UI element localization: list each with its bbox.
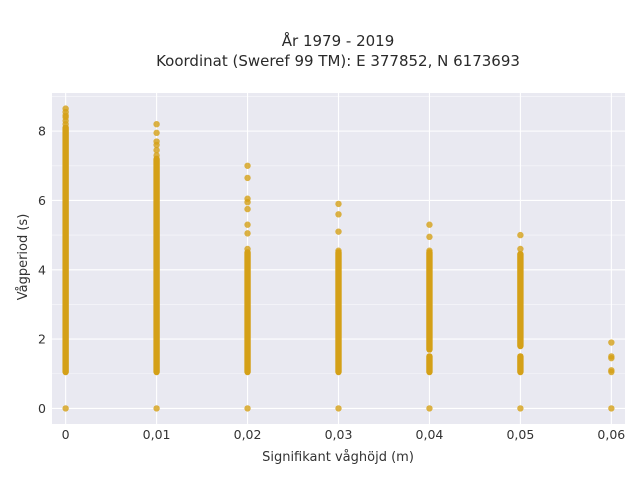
- data-point: [426, 405, 433, 412]
- x-tick-label: 0,05: [506, 427, 534, 442]
- chart-title: År 1979 - 2019: [282, 31, 395, 50]
- data-point: [244, 162, 251, 169]
- x-tick-label: 0,04: [416, 427, 444, 442]
- data-point: [335, 228, 342, 235]
- data-point: [608, 405, 615, 412]
- data-point: [62, 105, 69, 112]
- data-point: [517, 231, 524, 239]
- dense-point-band: [426, 353, 433, 376]
- data-point: [62, 405, 69, 412]
- dense-point-band: [244, 249, 251, 376]
- plot-area: 0 2 4 6 8 0 0,01 0,02 0,03 0,04 0,05 0,06: [38, 93, 625, 442]
- y-tick-label: 6: [38, 193, 46, 208]
- x-tick-label: 0,03: [325, 427, 353, 442]
- dense-point-band: [517, 250, 524, 350]
- data-point: [517, 245, 524, 253]
- data-point: [244, 230, 251, 237]
- data-point: [244, 405, 251, 412]
- y-tick-label: 2: [38, 332, 46, 347]
- data-point: [153, 120, 160, 128]
- data-point: [335, 211, 342, 218]
- scatter-column: [244, 162, 251, 412]
- y-tick-label: 8: [38, 124, 46, 139]
- x-axis-title: Signifikant våghöjd (m): [262, 450, 414, 465]
- y-axis-title: Vågperiod (s): [16, 214, 31, 301]
- data-point: [153, 152, 160, 159]
- y-tick-label: 4: [38, 262, 46, 277]
- data-point: [608, 339, 615, 346]
- data-point: [244, 205, 251, 213]
- y-tick-label: 0: [38, 401, 46, 416]
- data-point: [153, 405, 160, 412]
- x-tick-label: 0,02: [234, 427, 262, 442]
- scatter-column: [608, 339, 615, 412]
- data-point: [335, 405, 342, 412]
- data-point: [153, 146, 160, 154]
- x-tick-label: 0,01: [143, 427, 171, 442]
- data-point: [244, 221, 251, 228]
- data-point: [153, 129, 160, 137]
- data-point: [608, 367, 615, 374]
- scatter-column: [426, 221, 433, 412]
- data-point: [244, 245, 251, 253]
- dense-point-band: [335, 249, 342, 376]
- dense-point-band: [426, 249, 433, 353]
- data-point: [426, 221, 433, 228]
- dense-point-band: [153, 155, 160, 376]
- scatter-column: [517, 231, 524, 412]
- dense-point-band: [62, 124, 69, 376]
- x-tick-label: 0: [62, 427, 70, 442]
- data-point: [426, 233, 433, 241]
- data-point: [244, 174, 251, 182]
- scatter-column: [153, 120, 160, 412]
- dense-point-band: [517, 353, 524, 376]
- data-point: [608, 353, 615, 360]
- data-point: [517, 405, 524, 412]
- chart-subtitle: Koordinat (Sweref 99 TM): E 377852, N 61…: [156, 52, 520, 70]
- x-tick-label: 0,06: [597, 427, 625, 442]
- data-point: [153, 138, 160, 145]
- data-point: [335, 247, 342, 254]
- scatter-column: [62, 105, 69, 412]
- scatter-column: [335, 200, 342, 412]
- data-point: [426, 247, 433, 254]
- data-point: [244, 195, 251, 202]
- data-point: [335, 200, 342, 208]
